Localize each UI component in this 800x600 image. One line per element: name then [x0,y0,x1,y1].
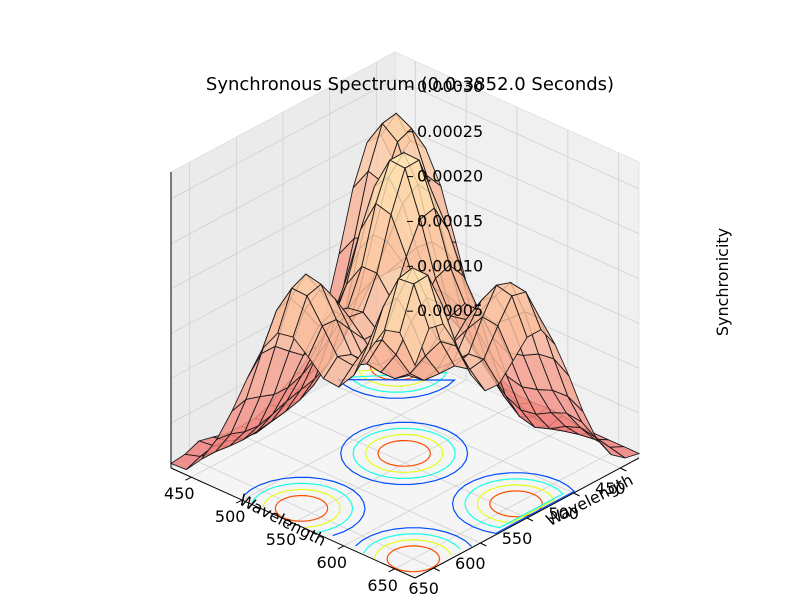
x-tick-label: 550 [502,529,533,548]
contour-line [251,482,354,533]
grid-floor-y [343,425,569,547]
grid-floor-y [241,379,467,501]
y-tick-label: 450 [164,484,195,503]
y-tick [185,476,192,481]
y-tick [286,522,294,527]
contour-line [364,433,444,473]
contour-line [476,484,555,524]
x-tick-label: 500 [548,504,579,523]
x-tick-label: 600 [455,554,486,573]
y-tick-label: 500 [215,507,246,526]
contour-line [451,472,576,535]
contour-line [355,527,472,547]
contour-line [363,533,461,554]
y-tick [235,499,243,504]
grid-wall-z [170,123,396,245]
surface-patch [399,282,430,367]
x-tick [433,567,440,572]
z-tick-label: 0.00010 [417,256,483,275]
z-tick-label: 0.00015 [417,211,483,230]
x-tick-label: 650 [408,579,439,598]
contour-line [340,421,469,486]
y-tick-label: 550 [266,530,297,549]
x-tick [480,542,487,547]
grid-wall-z [394,123,640,235]
y-tick-label: 600 [317,553,348,572]
z-tick-label: 0.00020 [417,167,483,186]
axes: 450 500 550 600 650 450 500 550 600 650 0.00005 0.0… [164,77,640,598]
contour-line [352,427,456,479]
contour-line [377,440,432,467]
contour-line [348,371,448,393]
x-tick [526,517,534,522]
contour-line [386,545,441,573]
z-tick-label: 0.00030 [417,77,483,96]
x-tick [573,492,580,497]
grid-wall-z [170,78,396,200]
chart-title: Synchronous Spectrum (0.0-3852.0 Seconds… [206,74,614,95]
grid-floor-y [292,402,518,524]
surface-mesh [170,112,641,471]
x-tick [620,467,627,472]
contour-line [464,478,564,529]
z-tick-label: 0.00005 [417,301,483,320]
y-tick-label: 650 [367,576,398,595]
contour-line [243,476,366,537]
grid-wall-z [394,78,640,190]
z-axis-label: Synchronicity [713,228,732,336]
x-tick-label: 450 [595,479,626,498]
grid-floor-y [191,356,416,478]
y-tick [388,568,395,573]
y-tick [337,545,345,550]
contour-line [374,539,452,559]
contour-line [262,488,341,528]
contour-line [274,495,329,522]
grid-floor-y [394,448,619,570]
z-tick-label: 0.00025 [417,122,483,141]
